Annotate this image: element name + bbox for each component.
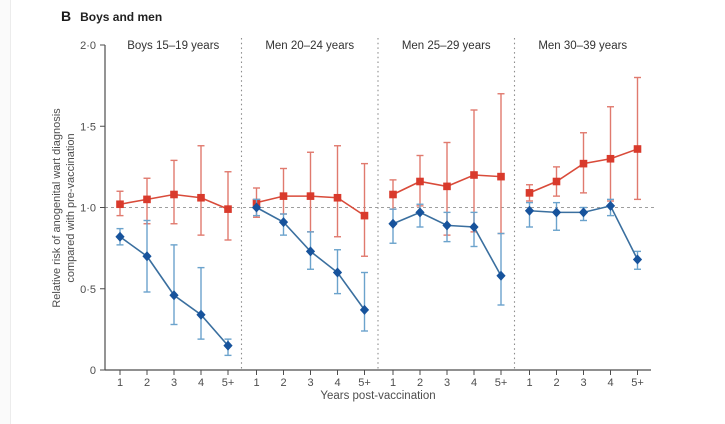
blue-diamond-marker	[196, 309, 206, 320]
blue-diamond-marker	[578, 207, 589, 218]
red-square-marker	[360, 211, 369, 220]
blue-diamond-marker	[605, 200, 616, 211]
blue-diamond-marker	[415, 207, 425, 218]
x-tick-label: 3	[580, 377, 586, 389]
x-tick-label: 3	[171, 377, 177, 389]
panel-label: Men 30–39 years	[538, 40, 627, 52]
figure-title-block: B Boys and men	[61, 8, 162, 24]
y-tick-label: 1·5	[80, 121, 96, 133]
blue-diamond-marker	[632, 254, 643, 265]
x-tick-label: 5+	[495, 377, 508, 389]
red-square-marker	[116, 200, 124, 209]
x-tick-label: 4	[198, 377, 204, 389]
x-tick-label: 4	[607, 377, 613, 389]
x-tick-label: 5+	[222, 377, 235, 389]
red-square-marker	[579, 159, 588, 168]
blue-diamond-marker	[305, 246, 316, 257]
red-square-marker	[170, 190, 178, 199]
red-square-marker	[606, 154, 615, 163]
x-tick-label: 1	[253, 377, 259, 389]
x-tick-label: 2	[417, 377, 423, 389]
x-tick-label: 2	[280, 377, 286, 389]
red-square-marker	[525, 189, 534, 197]
red-square-marker	[279, 192, 288, 200]
y-axis-label-line1: Relative risk of anogenital wart diagnos…	[51, 108, 63, 308]
blue-diamond-marker	[142, 251, 152, 262]
red-square-marker	[633, 145, 642, 153]
x-tick-label: 1	[526, 377, 532, 389]
figure-title: Boys and men	[80, 10, 163, 24]
red-square-marker	[143, 195, 151, 204]
x-tick-label: 2	[144, 377, 150, 389]
red-square-marker	[497, 172, 505, 181]
red-square-marker	[224, 205, 232, 213]
red-square-marker	[306, 192, 315, 200]
y-axis-label: Relative risk of anogenital wart diagnos…	[50, 38, 78, 378]
y-tick-label: 0·5	[80, 284, 96, 296]
x-tick-label: 1	[117, 377, 123, 389]
red-square-marker	[416, 177, 424, 186]
red-square-marker	[443, 182, 451, 191]
panel-label: Boys 15–19 years	[127, 40, 219, 52]
x-tick-label: 4	[334, 377, 340, 389]
x-tick-label: 4	[471, 377, 477, 389]
red-square-marker	[197, 193, 205, 202]
blue-diamond-marker	[388, 218, 398, 229]
panel-label: Men 25–29 years	[402, 40, 491, 52]
blue-diamond-marker	[442, 220, 452, 231]
y-axis-label-line2: compared with pre-vaccination	[65, 133, 77, 283]
y-tick-label: 2·0	[80, 40, 96, 52]
panel-letter: B	[61, 8, 72, 24]
red-square-marker	[470, 171, 478, 179]
blue-diamond-marker	[115, 231, 125, 242]
x-tick-label: 3	[444, 377, 450, 389]
blue-diamond-marker	[332, 267, 343, 278]
x-axis-label: Years post-vaccination	[320, 390, 436, 402]
page-edge	[0, 0, 11, 424]
blue-diamond-marker	[359, 304, 370, 315]
y-tick-label: 0	[90, 365, 96, 377]
red-square-marker	[333, 193, 342, 202]
blue-diamond-marker	[524, 205, 535, 216]
blue-diamond-marker	[251, 202, 262, 213]
x-tick-label: 5+	[631, 377, 644, 389]
blue-diamond-marker	[469, 222, 479, 232]
x-tick-label: 3	[307, 377, 313, 389]
x-tick-label: 1	[390, 377, 396, 389]
blue-diamond-marker	[169, 290, 179, 301]
blue-diamond-marker	[551, 207, 562, 218]
y-tick-label: 1·0	[80, 203, 96, 215]
red-square-marker	[552, 177, 561, 186]
blue-diamond-marker	[223, 340, 233, 351]
blue-diamond-marker	[496, 270, 506, 281]
red-square-marker	[389, 190, 397, 199]
x-tick-label: 5+	[358, 377, 371, 389]
blue-diamond-marker	[278, 217, 289, 228]
x-tick-label: 2	[553, 377, 559, 389]
panel-label: Men 20–24 years	[265, 40, 354, 52]
